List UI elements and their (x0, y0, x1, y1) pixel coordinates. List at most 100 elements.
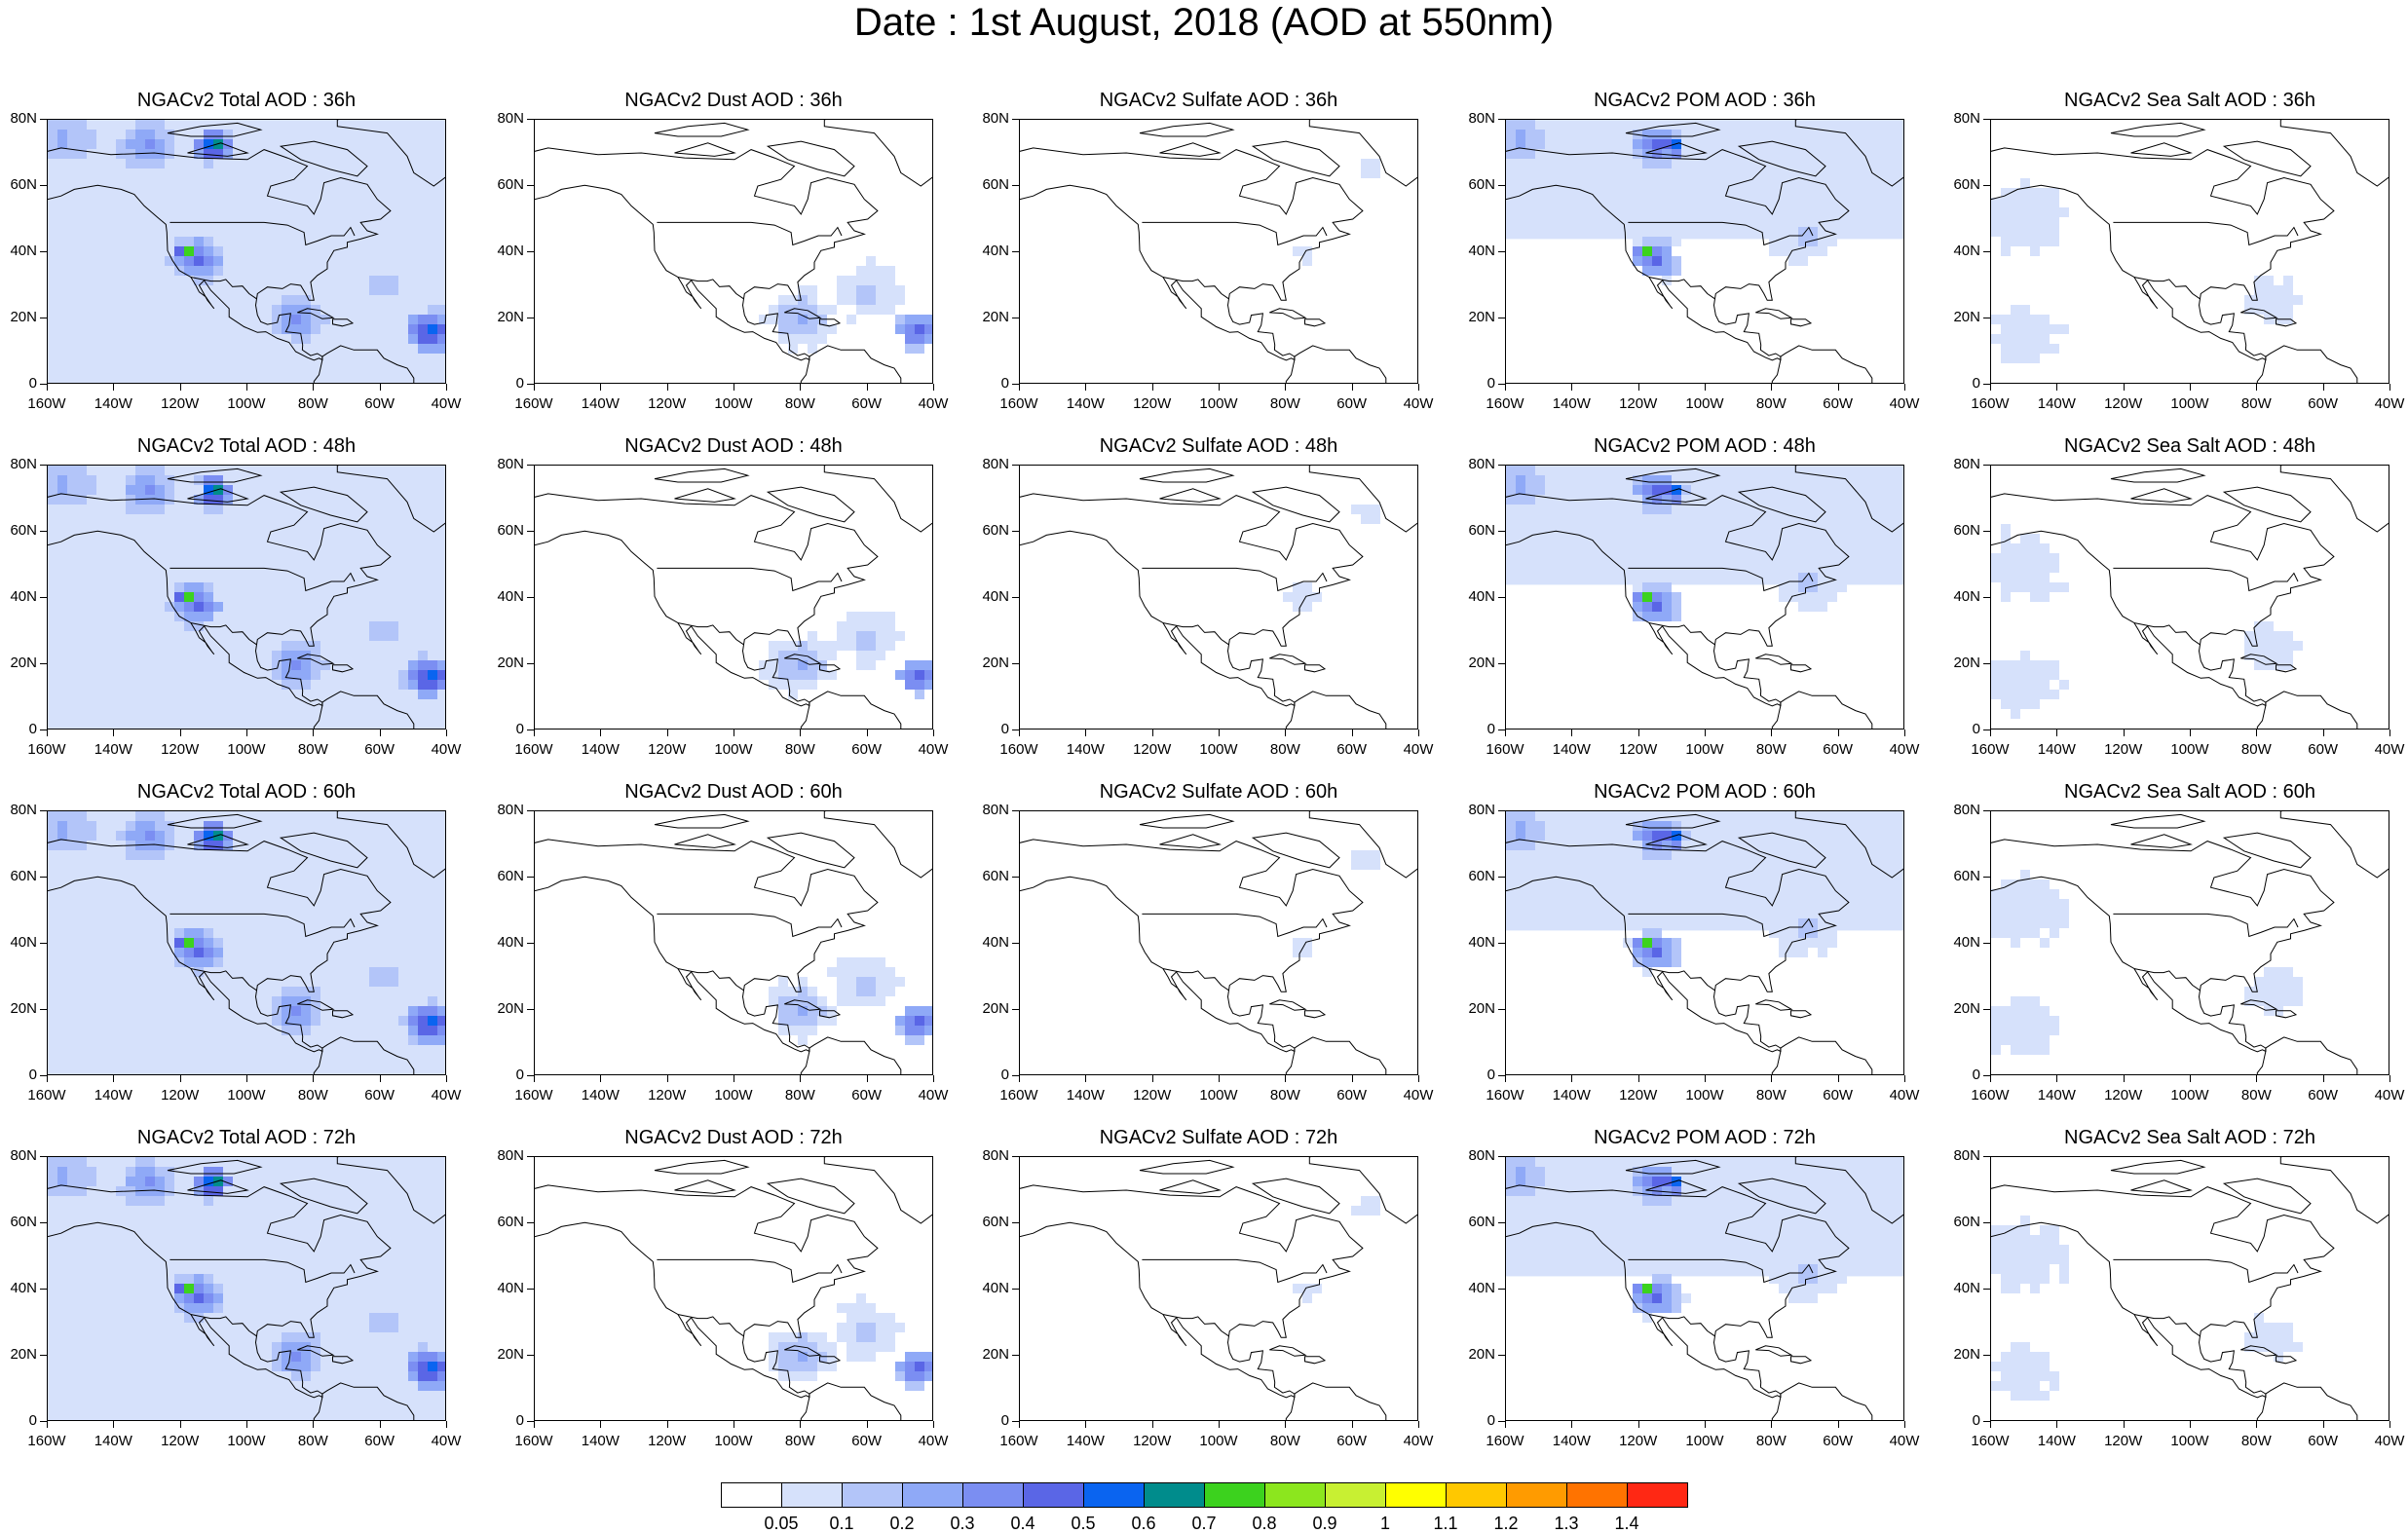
aod-cell (2050, 1371, 2059, 1381)
aod-cell (48, 860, 57, 870)
latitude-tick-label: 20N (497, 1346, 524, 1363)
aod-cell (2264, 295, 2274, 305)
aod-cell (2020, 227, 2030, 237)
aod-cell (57, 149, 67, 159)
aod-cell (2244, 305, 2254, 315)
longitude-tick-mark (2056, 730, 2058, 736)
aod-cell (67, 149, 77, 159)
longitude-tick-label: 40W (918, 1433, 949, 1449)
longitude-tick-label: 100W (227, 741, 266, 758)
longitude-tick-mark (1571, 1075, 1573, 1082)
aod-cell (847, 612, 856, 621)
aod-cell (905, 1035, 915, 1045)
aod-cell (827, 651, 837, 660)
aod-cell (1991, 1235, 2001, 1245)
aod-cell (1808, 938, 1818, 948)
south-america-coastline (1771, 691, 1873, 729)
aod-cell (174, 592, 184, 602)
colorbar-box (721, 1482, 782, 1508)
latitude-tick-label: 60N (1953, 868, 1980, 884)
longitude-tick-mark (313, 1075, 315, 1082)
longitude-tick-label: 160W (514, 395, 553, 412)
aod-cell (389, 1284, 398, 1293)
aod-cell (369, 1274, 379, 1284)
aod-cell (437, 1026, 445, 1035)
aod-cell (330, 641, 340, 651)
aod-cell (2011, 690, 2020, 699)
aod-cell (827, 967, 837, 977)
aod-cell (2001, 188, 2011, 198)
aod-cell (1535, 159, 1545, 168)
aod-cell (808, 660, 817, 670)
aod-cell (1827, 237, 1837, 246)
longitude-tick-label: 160W (1486, 741, 1524, 758)
aod-cell (369, 621, 379, 631)
aod-cell (2059, 582, 2069, 592)
us-canada-border (2113, 567, 2299, 592)
aod-cell (398, 1293, 408, 1303)
aod-cell (905, 1016, 915, 1026)
latitude-tick-label: 40N (982, 934, 1009, 951)
longitude-tick-mark (1505, 384, 1506, 391)
longitude-tick-mark (1285, 730, 1287, 736)
aod-cell (1555, 821, 1564, 831)
aod-cell (262, 1006, 272, 1016)
aod-cell (1779, 582, 1788, 592)
aod-cell (2030, 1371, 2040, 1381)
aod-cell (340, 256, 350, 266)
aod-cell (77, 466, 87, 475)
aod-cell (1798, 909, 1808, 918)
aod-cell (788, 324, 798, 334)
aod-cell (2059, 1264, 2069, 1274)
aod-cell (213, 475, 223, 485)
aod-cell (798, 285, 808, 295)
latitude-tick-label: 0 (515, 721, 524, 737)
aod-cell (905, 670, 915, 680)
aod-cell (1652, 139, 1662, 149)
aod-cell (1506, 1177, 1516, 1186)
aod-cell (369, 967, 379, 977)
aod-cell (2030, 1026, 2040, 1035)
aod-cell (1798, 246, 1808, 256)
aod-cell (2001, 1352, 2011, 1362)
aod-cell (778, 1026, 788, 1035)
us-mexico-border (190, 277, 257, 300)
us-canada-border (1628, 221, 1814, 246)
aod-cell (204, 841, 213, 850)
aod-cell (817, 305, 827, 315)
aod-cell (2264, 977, 2274, 987)
greenland-coastline (1308, 811, 1417, 879)
aod-cell (1652, 1274, 1662, 1284)
aod-cell (398, 1006, 408, 1016)
aod-cell (116, 1196, 126, 1206)
aod-cell (2050, 1235, 2059, 1245)
aod-cell (57, 1206, 67, 1216)
aod-cell (1371, 505, 1380, 514)
aod-cell (272, 651, 282, 660)
aod-cell (320, 660, 330, 670)
aod-cell (126, 1177, 135, 1186)
aod-cell (282, 1381, 291, 1391)
latitude-tick-mark (1498, 251, 1505, 252)
aod-cell (165, 256, 174, 266)
aod-cell (116, 505, 126, 514)
aod-cell (389, 1006, 398, 1016)
baffin-island-coastline (1251, 486, 1340, 523)
aod-cell (1642, 831, 1652, 841)
aod-cell (876, 305, 885, 315)
aod-cell (1633, 159, 1642, 168)
latitude-tick-mark (1012, 1222, 1019, 1223)
aod-cell (57, 159, 67, 168)
latitude-tick-mark (1983, 185, 1990, 186)
aod-cell (408, 1026, 418, 1035)
latitude-tick-mark (527, 877, 534, 878)
aod-cell (1525, 1167, 1535, 1177)
aod-cell (2001, 227, 2011, 237)
aod-cell (808, 1371, 817, 1381)
aod-cell (2030, 573, 2040, 582)
longitude-tick-mark (446, 1421, 447, 1428)
aod-cell (788, 987, 798, 996)
aod-cell (2030, 1016, 2040, 1026)
aod-cell (808, 1332, 817, 1342)
aod-cell (798, 977, 808, 987)
